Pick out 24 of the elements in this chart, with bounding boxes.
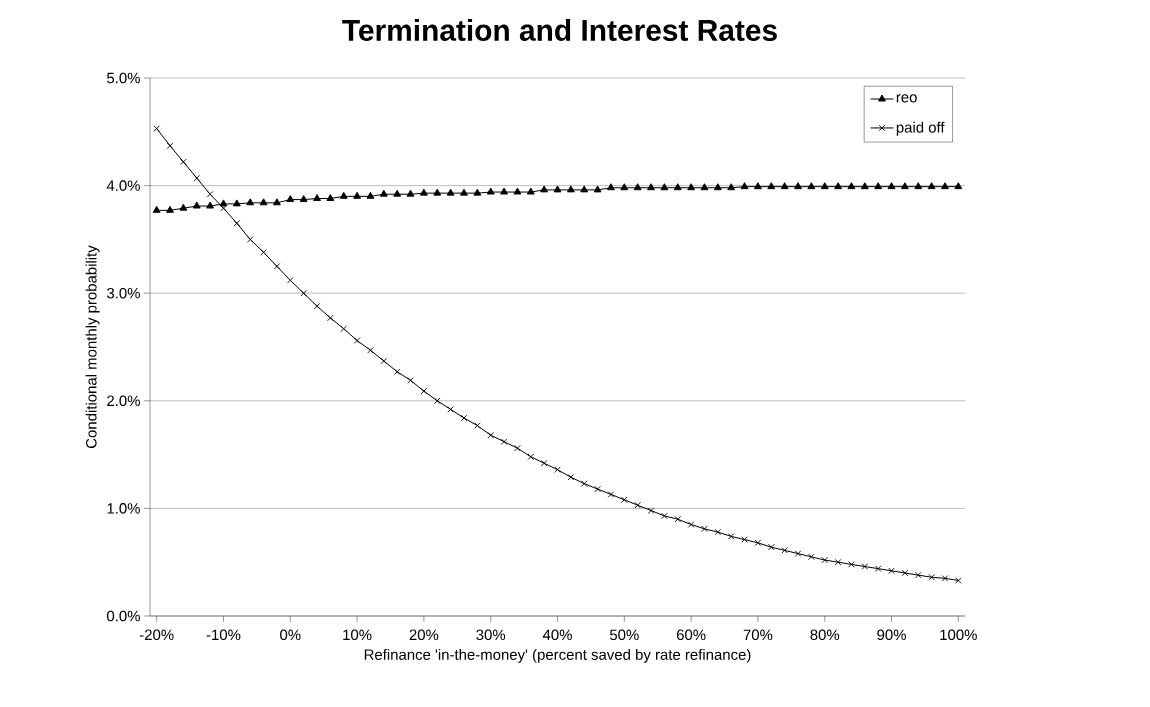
x-axis-title: Refinance 'in-the-money' (percent saved by rate refinance) (364, 648, 751, 663)
x-tick-label: 80% (810, 629, 840, 641)
x-tick-label: 60% (676, 629, 706, 641)
y-tick-label: 0.0% (107, 610, 140, 622)
x-tick-label: 30% (476, 629, 506, 641)
x-tick-label: 90% (877, 629, 906, 641)
y-tick-label: 3.0% (106, 287, 140, 299)
x-tick-label: 70% (743, 629, 773, 641)
y-axis-title: Conditional monthly probability (85, 245, 100, 448)
x-tick-label: 10% (343, 629, 372, 641)
y-tick-label: 5.0% (107, 72, 140, 84)
x-tick-label: 0% (280, 629, 301, 641)
legend-label: reo (896, 94, 917, 103)
legend-label: paid off (896, 121, 945, 136)
y-tick-label: 1.0% (107, 503, 140, 514)
x-tick-label: 20% (409, 629, 439, 641)
x-tick-label: 40% (542, 629, 572, 641)
chart-title: Termination and Interest Rates (342, 19, 777, 41)
x-tick-label: -10% (206, 629, 241, 641)
x-tick-label: -20% (139, 629, 174, 641)
y-tick-label: 4.0% (106, 180, 140, 191)
x-tick-label: 100% (940, 629, 977, 641)
y-tick-label: 2.0% (107, 395, 140, 407)
x-tick-label: 50% (609, 629, 639, 641)
